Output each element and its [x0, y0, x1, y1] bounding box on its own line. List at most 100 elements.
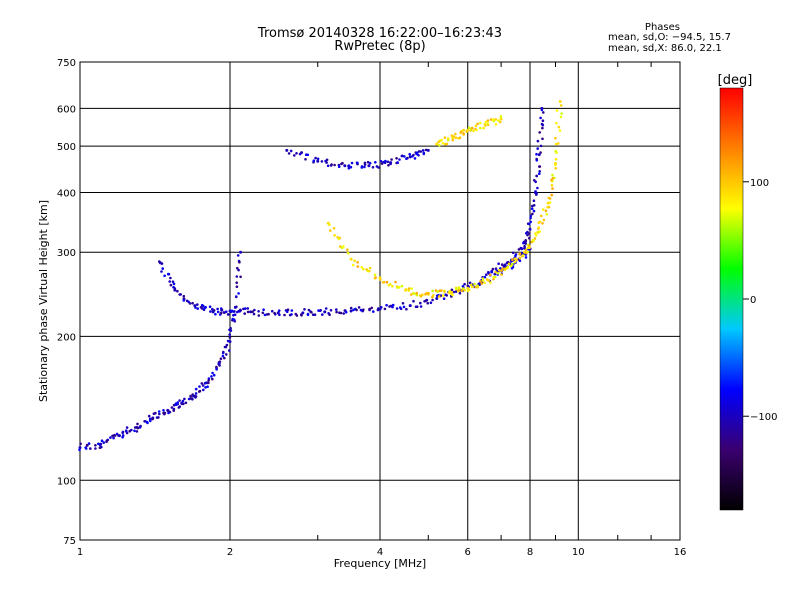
trace-sample — [492, 277, 495, 281]
trace-sample — [340, 162, 343, 166]
trace-sample — [166, 272, 170, 276]
trace-sample — [235, 285, 239, 289]
trace-sample — [243, 307, 247, 310]
trace-sample — [511, 262, 514, 266]
trace-sample — [198, 385, 201, 388]
trace-sample — [509, 264, 513, 268]
trace-sample — [431, 294, 435, 297]
trace-sample — [475, 128, 478, 132]
trace-sample — [356, 260, 359, 264]
trace-sample — [412, 291, 415, 295]
trace-sample — [518, 256, 522, 260]
trace-sample — [415, 293, 419, 297]
trace-sample — [356, 161, 359, 165]
trace-sample — [397, 285, 401, 289]
trace-sample — [335, 310, 338, 314]
x-tick-label: 1 — [77, 547, 83, 558]
trace-sample — [188, 302, 192, 305]
x-tick-label: 16 — [674, 547, 687, 558]
trace-sample — [289, 149, 293, 153]
trace-sample — [455, 287, 458, 291]
trace-sample — [273, 311, 276, 315]
trace-sample — [494, 123, 498, 126]
trace-sample — [386, 160, 390, 164]
trace-sample — [535, 157, 538, 161]
trace-sample — [483, 281, 487, 285]
trace-sample — [337, 237, 341, 241]
trace-sample — [251, 310, 254, 314]
trace-sample — [207, 379, 210, 382]
trace-sample — [359, 308, 363, 312]
series-multi-hop-echo — [285, 148, 430, 170]
trace-sample — [534, 190, 537, 193]
trace-sample — [184, 401, 188, 405]
trace-sample — [174, 403, 178, 407]
data-point — [486, 278, 490, 282]
data-point — [193, 304, 197, 308]
trace-sample — [102, 441, 105, 444]
trace-sample — [347, 164, 350, 168]
chart-title: Tromsø 20140328 16:22:00–16:23:43 — [257, 26, 503, 41]
trace-sample — [98, 443, 102, 447]
phase-colorbar: [deg] 100 0 −100 — [718, 73, 777, 511]
trace-sample — [163, 411, 166, 415]
trace-sample — [136, 422, 139, 426]
trace-sample — [492, 275, 496, 279]
trace-sample — [536, 139, 540, 143]
trace-sample — [461, 285, 465, 288]
trace-sample — [233, 310, 236, 313]
trace-sample — [480, 282, 484, 285]
trace-sample — [189, 394, 192, 398]
trace-sample — [310, 311, 313, 314]
trace-sample — [176, 289, 179, 293]
trace-sample — [554, 136, 557, 140]
trace-sample — [149, 419, 152, 423]
trace-sample — [403, 155, 406, 158]
trace-sample — [541, 222, 544, 225]
trace-sample — [262, 308, 265, 312]
trace-sample — [462, 132, 465, 135]
trace-sample — [479, 121, 482, 125]
trace-sample — [468, 281, 472, 285]
trace-sample — [112, 436, 115, 440]
trace-sample — [261, 311, 265, 315]
trace-sample — [551, 187, 554, 190]
data-point — [528, 227, 532, 231]
trace-sample — [350, 161, 354, 165]
trace-sample — [342, 312, 346, 315]
trace-sample — [172, 282, 176, 286]
trace-sample — [529, 220, 532, 224]
trace-sample — [325, 158, 329, 162]
trace-sample — [357, 306, 361, 309]
trace-sample — [531, 239, 535, 242]
trace-sample — [497, 119, 500, 122]
trace-sample — [538, 165, 542, 168]
trace-sample — [395, 307, 399, 310]
trace-sample — [158, 260, 161, 263]
trace-sample — [368, 161, 372, 165]
trace-sample — [200, 382, 204, 385]
trace-sample — [257, 310, 260, 313]
colorbar-tick-label: 100 — [750, 178, 769, 189]
trace-sample — [427, 291, 430, 295]
data-point — [553, 161, 557, 165]
trace-sample — [147, 414, 151, 418]
trace-sample — [161, 267, 164, 270]
trace-sample — [288, 313, 292, 317]
trace-sample — [182, 294, 186, 298]
trace-sample — [431, 298, 434, 302]
trace-sample — [451, 138, 455, 142]
trace-sample — [550, 178, 553, 182]
trace-sample — [182, 299, 186, 302]
trace-sample — [328, 223, 331, 227]
trace-sample — [229, 326, 232, 330]
trace-sample — [172, 409, 175, 412]
trace-sample — [496, 272, 500, 275]
trace-sample — [528, 236, 531, 240]
trace-sample — [100, 445, 103, 449]
trace-sample — [497, 268, 501, 272]
x-tick-label: 2 — [227, 547, 233, 558]
trace-sample — [216, 307, 219, 311]
data-point — [249, 310, 253, 314]
trace-sample — [440, 138, 443, 142]
